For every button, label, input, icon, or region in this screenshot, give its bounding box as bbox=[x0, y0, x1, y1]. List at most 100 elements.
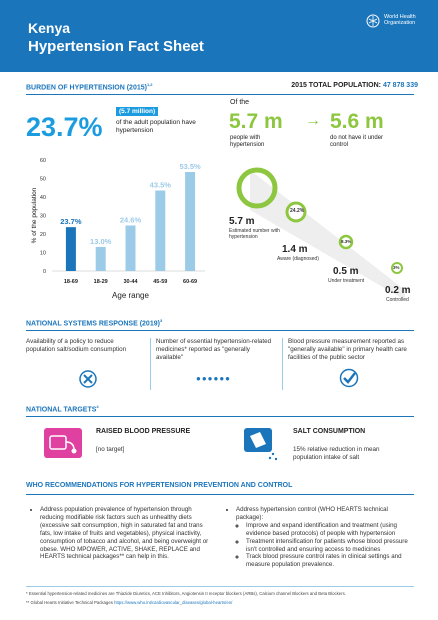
targets-heading-text: NATIONAL TARGETS bbox=[26, 406, 97, 414]
bp-measurement-text: Blood pressure measurement reported as "… bbox=[288, 338, 407, 361]
burden-rule bbox=[26, 94, 414, 95]
bar-value-label: 43.5% bbox=[150, 181, 172, 190]
bar bbox=[155, 190, 166, 271]
hearts-link[interactable]: https://www.who.int/cardiovascular_disea… bbox=[114, 600, 233, 605]
cross-icon bbox=[79, 370, 97, 388]
cascade-diagram bbox=[236, 167, 405, 300]
rec-control: Address hypertension control (WHO HEARTS… bbox=[236, 506, 416, 569]
cascade-treated-pct: 8.3% bbox=[341, 239, 352, 244]
x-tick-label: 30-44 bbox=[123, 279, 138, 285]
footnote-packages-text: ** Global Hearts Initiative Technical Pa… bbox=[26, 600, 115, 605]
bar bbox=[65, 227, 76, 271]
rec-control-item: Treatment intensification for patients w… bbox=[246, 538, 416, 554]
cascade-intro: Of the bbox=[230, 99, 250, 106]
bar bbox=[125, 225, 136, 271]
cascade-controlled-pct: 3% bbox=[393, 265, 400, 270]
footnote-rule bbox=[26, 586, 414, 587]
cascade-controlled-label: Controlled bbox=[386, 297, 409, 303]
y-tick-label: 10 bbox=[40, 251, 46, 257]
y-tick-label: 20 bbox=[40, 232, 46, 238]
target-salt-text: 15% relative reduction in mean populatio… bbox=[293, 446, 380, 461]
rec-prevention: Address population prevalence of hyperte… bbox=[40, 506, 210, 561]
cascade-ring-treated bbox=[338, 234, 354, 250]
medicine-dots: ●●●●●● bbox=[196, 374, 231, 383]
cascade-estimated-label: Estimated number with hypertension bbox=[229, 228, 280, 240]
bar bbox=[95, 246, 106, 271]
systems-separator-1 bbox=[150, 338, 151, 390]
total-label: 2015 TOTAL POPULATION: bbox=[291, 82, 381, 89]
total-value: 47 878 339 bbox=[382, 82, 418, 89]
target-bp-text: [no target] bbox=[96, 446, 125, 453]
header-banner: Kenya Hypertension Fact Sheet World Heal… bbox=[0, 0, 438, 72]
page-title: Hypertension Fact Sheet bbox=[28, 38, 204, 55]
cascade-ring-estimated bbox=[236, 167, 278, 209]
targets-rule bbox=[26, 416, 414, 417]
checkmark-icon bbox=[339, 368, 359, 388]
targets-heading: NATIONAL TARGETS4 bbox=[26, 404, 99, 413]
x-tick-label: 60-69 bbox=[183, 279, 197, 285]
burden-heading-sup: 1,2 bbox=[146, 82, 153, 87]
cascade-uncontrolled: 5.6 m bbox=[330, 110, 384, 133]
footnote-medicines: * Essential hypertension-related medicin… bbox=[26, 591, 346, 596]
y-tick-label: 50 bbox=[40, 177, 46, 183]
recs-left: Address population prevalence of hyperte… bbox=[30, 506, 210, 561]
target-salt-title: SALT CONSUMPTION bbox=[293, 428, 366, 435]
bar bbox=[185, 172, 196, 271]
rec-control-intro: Address hypertension control (WHO HEARTS… bbox=[236, 506, 388, 521]
bar-value-label: 23.7% bbox=[60, 217, 82, 226]
recs-right: Address hypertension control (WHO HEARTS… bbox=[226, 506, 416, 569]
cascade-ring-aware bbox=[285, 201, 307, 223]
y-axis-label: % of the population bbox=[31, 187, 38, 243]
who-logo: World Health Organization bbox=[366, 14, 426, 28]
footnote-packages: ** Global Hearts Initiative Technical Pa… bbox=[26, 600, 232, 605]
cascade-ring-controlled bbox=[391, 262, 403, 274]
systems-heading-text: NATIONAL SYSTEMS RESPONSE (2019) bbox=[26, 320, 160, 328]
burden-heading-text: BURDEN OF HYPERTENSION (2015) bbox=[26, 84, 147, 92]
prevalence-percent: 23.7% bbox=[26, 112, 103, 142]
x-axis-label: Age range bbox=[112, 291, 149, 300]
salt-policy-text: Availability of a policy to reduce popul… bbox=[26, 338, 127, 353]
salt-shaker-icon bbox=[244, 428, 278, 461]
cascade-controlled-value: 0.2 m bbox=[385, 285, 411, 296]
x-tick-label: 18-69 bbox=[64, 279, 78, 285]
targets-heading-sup: 4 bbox=[96, 404, 99, 409]
systems-heading: NATIONAL SYSTEMS RESPONSE (2019)3 bbox=[26, 318, 162, 327]
bar-value-label: 53.5% bbox=[179, 162, 201, 171]
blood-pressure-icon bbox=[44, 428, 82, 458]
prevalence-million: (5.7 million) bbox=[116, 107, 159, 116]
systems-rule bbox=[26, 330, 414, 331]
cascade-total-label: people with hypertension bbox=[230, 135, 265, 148]
rec-control-item: Improve and expand identification and tr… bbox=[246, 522, 416, 538]
cascade-aware-value: 1.4 m bbox=[282, 244, 308, 255]
cascade-treated-value: 0.5 m bbox=[333, 266, 359, 277]
who-name: World Health Organization bbox=[384, 14, 416, 26]
cascade-total: 5.7 m bbox=[229, 110, 283, 133]
cascade-arrow-icon: → bbox=[305, 112, 321, 129]
burden-heading: BURDEN OF HYPERTENSION (2015)1,2 bbox=[26, 82, 153, 91]
rec-control-item: Track blood pressure control rates in cl… bbox=[246, 553, 416, 569]
cascade-aware-pct: 24.2% bbox=[290, 208, 305, 214]
recs-rule bbox=[26, 494, 414, 495]
target-bp-title: RAISED BLOOD PRESSURE bbox=[96, 428, 191, 435]
y-tick-label: 40 bbox=[40, 195, 46, 201]
y-tick-label: 30 bbox=[40, 214, 46, 220]
recs-heading: WHO RECOMMENDATIONS FOR HYPERTENSION PRE… bbox=[26, 482, 293, 489]
medicines-text: Number of essential hypertension-related… bbox=[156, 338, 272, 361]
prevalence-text: of the adult population have hypertensio… bbox=[116, 119, 196, 134]
systems-separator-2 bbox=[282, 338, 283, 390]
x-tick-label: 18-29 bbox=[94, 279, 108, 285]
total-population: 2015 TOTAL POPULATION: 47 878 339 bbox=[291, 82, 418, 89]
country-title: Kenya bbox=[28, 20, 71, 36]
cascade-estimated-value: 5.7 m bbox=[229, 216, 255, 227]
who-emblem-icon bbox=[366, 14, 380, 28]
cascade-treated-label: Under treatment bbox=[328, 278, 365, 284]
cascade-uncontrolled-label: do not have it under control bbox=[330, 135, 384, 148]
cascade-aware-label: Aware (diagnosed) bbox=[277, 256, 319, 262]
y-tick-label: 0 bbox=[43, 269, 46, 275]
systems-heading-sup: 3 bbox=[159, 318, 163, 323]
bar-value-label: 13.0% bbox=[90, 237, 112, 246]
prevalence-bar-chart: 0 10 20 30 40 50 60 % of the population 23.7% 18-… bbox=[31, 158, 205, 300]
x-tick-label: 45-59 bbox=[153, 279, 167, 285]
bar-value-label: 24.6% bbox=[120, 215, 142, 224]
cascade-funnel-shape bbox=[250, 170, 405, 300]
